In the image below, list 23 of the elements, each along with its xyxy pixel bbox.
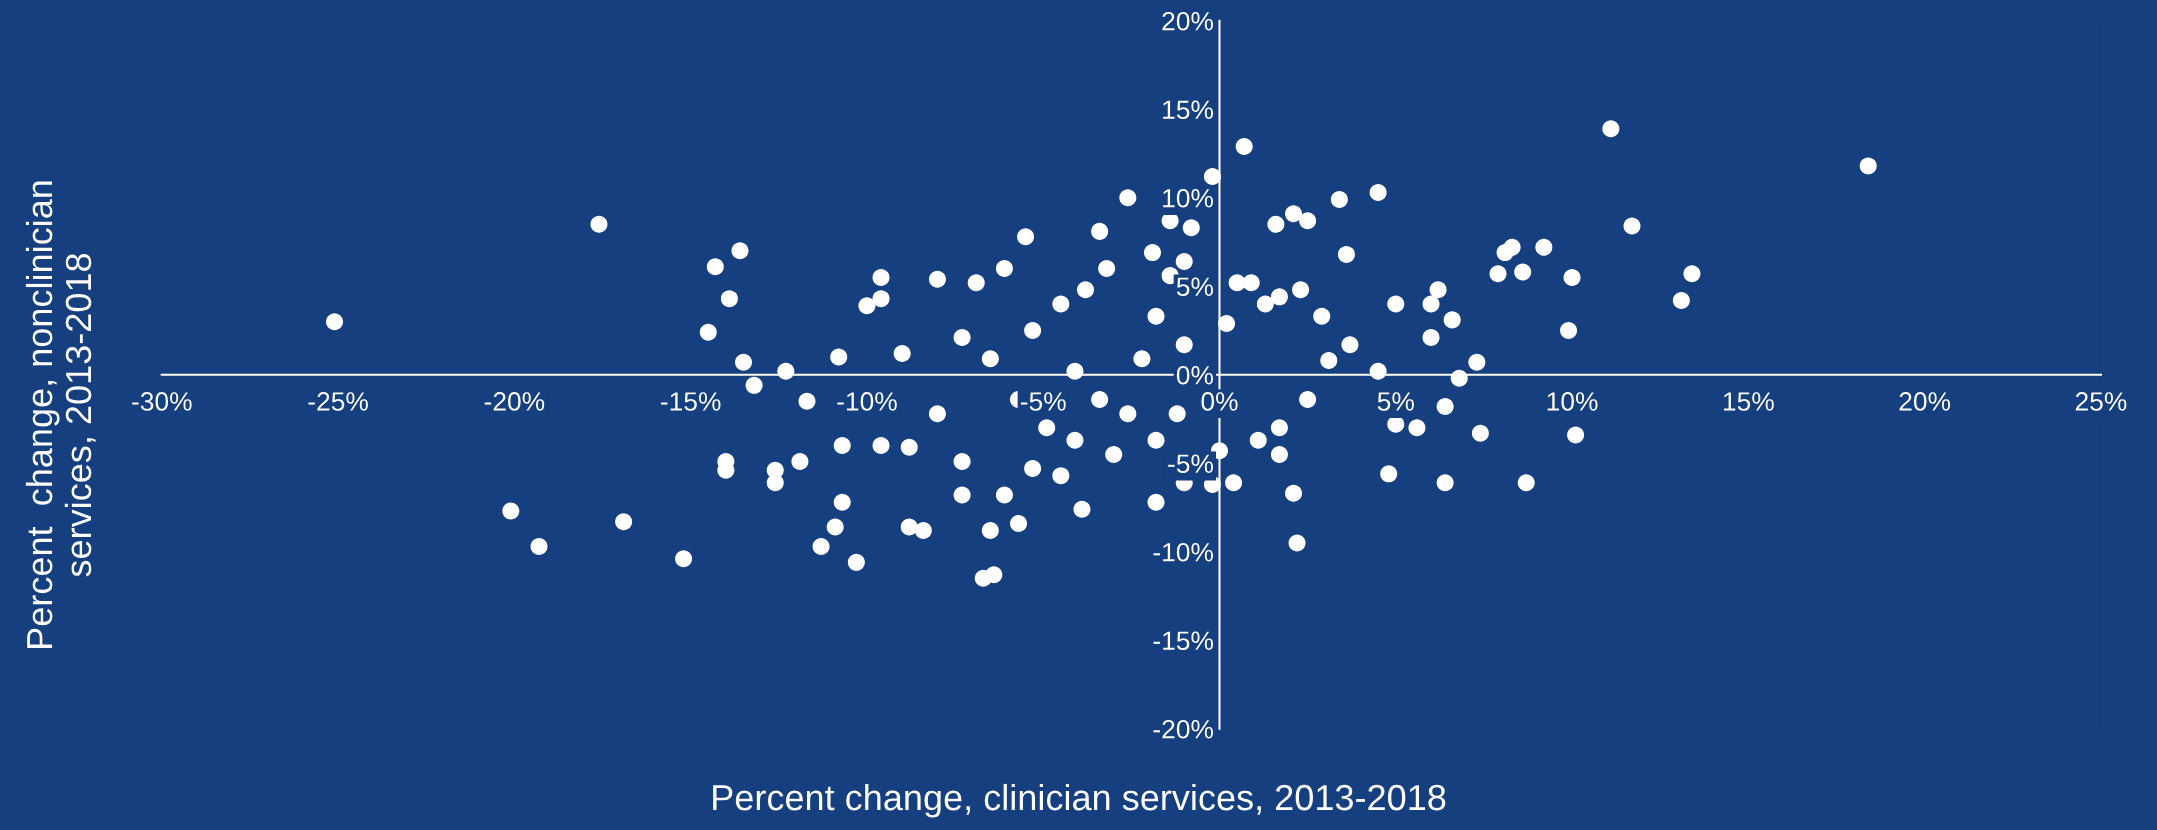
- y-axis-title: Percent change, nonclinician services, 2013-2018: [25, 181, 96, 648]
- x-axis-title: Percent change, clinician services, 2013-2018: [713, 783, 1446, 818]
- y-tick-label: 10%: [1163, 188, 1213, 208]
- x-tick-label: 15%: [1723, 392, 1774, 411]
- y-tick-label: 15%: [1163, 100, 1213, 120]
- y-tick-label: -20%: [1153, 719, 1213, 739]
- x-tick-label: -15%: [661, 392, 721, 411]
- x-tick-label: 20%: [1899, 392, 1951, 411]
- x-tick-label: -20%: [484, 392, 545, 411]
- y-tick-label: -10%: [1153, 542, 1213, 562]
- x-tick-label: -5%: [1020, 392, 1066, 411]
- x-tick-label: -30%: [132, 392, 192, 411]
- y-tick-label: 20%: [1162, 11, 1213, 31]
- y-tick-label: -15%: [1153, 631, 1213, 651]
- x-tick-label: -10%: [837, 392, 897, 411]
- x-tick-label: 10%: [1547, 392, 1598, 411]
- y-tick-label: 0%: [1176, 365, 1213, 385]
- y-tick-label: -5%: [1168, 454, 1213, 474]
- x-tick-label: -25%: [308, 392, 368, 411]
- x-tick-label: 0%: [1201, 392, 1238, 411]
- y-tick-label: 5%: [1176, 277, 1213, 297]
- x-tick-label: 5%: [1377, 392, 1414, 411]
- x-tick-label: 25%: [2075, 392, 2127, 411]
